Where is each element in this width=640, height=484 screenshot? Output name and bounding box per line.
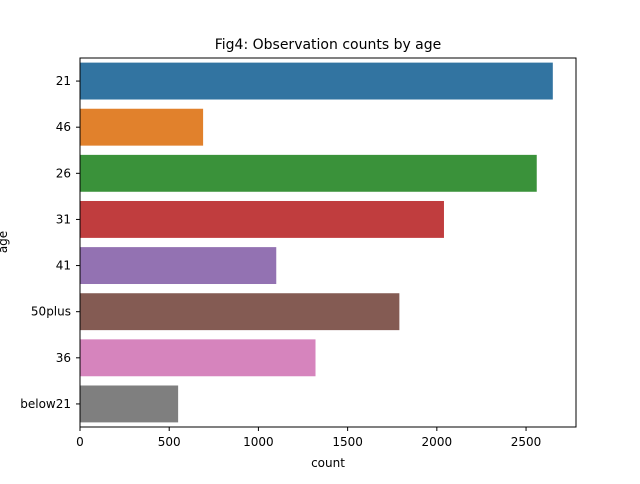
y-tick-label: 26 [56,166,71,180]
bar-below21 [80,385,179,423]
x-tick-label: 1000 [243,435,274,449]
y-tick-label: 46 [56,120,71,134]
x-axis-label: count [311,456,345,470]
x-tick-label: 1500 [332,435,363,449]
bar-21 [80,62,553,100]
y-tick-label: 31 [56,212,71,226]
x-axis-ticks: 0 500 1000 1500 2000 2500 [76,427,541,449]
x-tick-label: 2000 [422,435,453,449]
y-tick-label: 36 [56,351,71,365]
bars-layer [80,62,553,423]
y-tick-label: 41 [56,259,71,273]
x-tick-label: 500 [158,435,181,449]
chart-title: Fig4: Observation counts by age [215,37,442,53]
plot-frame [79,57,577,428]
bar-41 [80,247,277,285]
bar-50plus [80,293,400,331]
y-axis-ticks: 21 46 26 31 41 50plus 36 below21 [20,74,80,411]
y-tick-label: below21 [20,397,71,411]
bar-31 [80,200,444,238]
y-axis-label: age [0,231,10,253]
bar-36 [80,339,316,377]
y-tick-label: 21 [56,74,71,88]
bar-46 [80,108,204,146]
bar-26 [80,154,537,192]
x-tick-label: 0 [76,435,84,449]
y-tick-label: 50plus [31,305,71,319]
x-tick-label: 2500 [511,435,542,449]
